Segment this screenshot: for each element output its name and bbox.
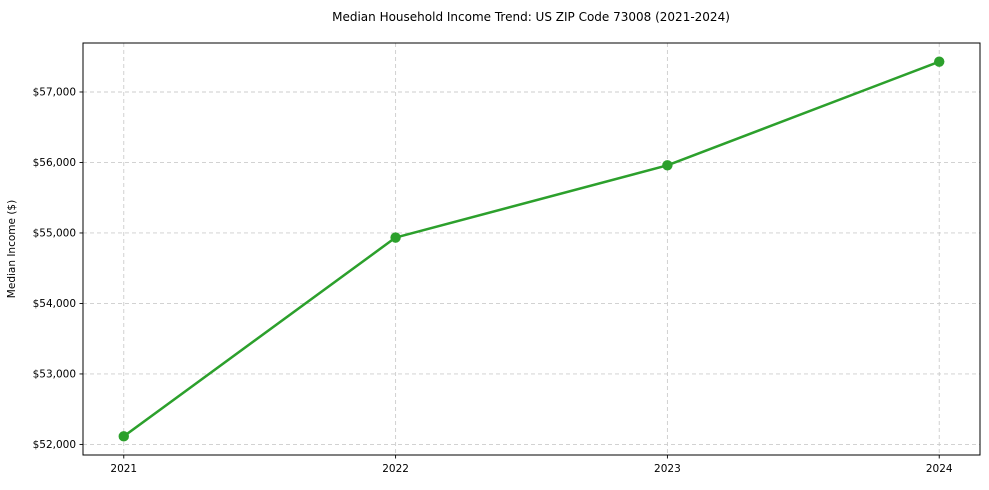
y-tick-label: $54,000 (33, 298, 76, 310)
data-point (662, 160, 673, 171)
y-tick-label: $52,000 (33, 439, 76, 451)
series-layer (118, 56, 945, 442)
data-point (118, 431, 129, 442)
y-axis-label: Median Income ($) (6, 200, 18, 298)
tick-marks (79, 91, 940, 459)
x-tick-label: 2023 (654, 463, 681, 475)
y-tick-label: $53,000 (33, 369, 76, 381)
x-tick-label: 2024 (926, 463, 953, 475)
data-point (934, 56, 945, 67)
plot-border (82, 42, 981, 456)
x-tick-label: 2022 (382, 463, 409, 475)
y-tick-label: $56,000 (33, 157, 76, 169)
gridlines (83, 43, 980, 455)
y-tick-label: $57,000 (33, 87, 76, 99)
tick-labels: $52,000 $53,000 $54,000 $55,000 $56,000 $57,0… (33, 87, 953, 475)
chart-title: Median Household Income Trend: US ZIP Co… (332, 10, 730, 24)
data-point (390, 232, 401, 243)
data-line (122, 60, 941, 438)
x-tick-label: 2021 (110, 463, 137, 475)
y-tick-label: $55,000 (33, 228, 76, 240)
